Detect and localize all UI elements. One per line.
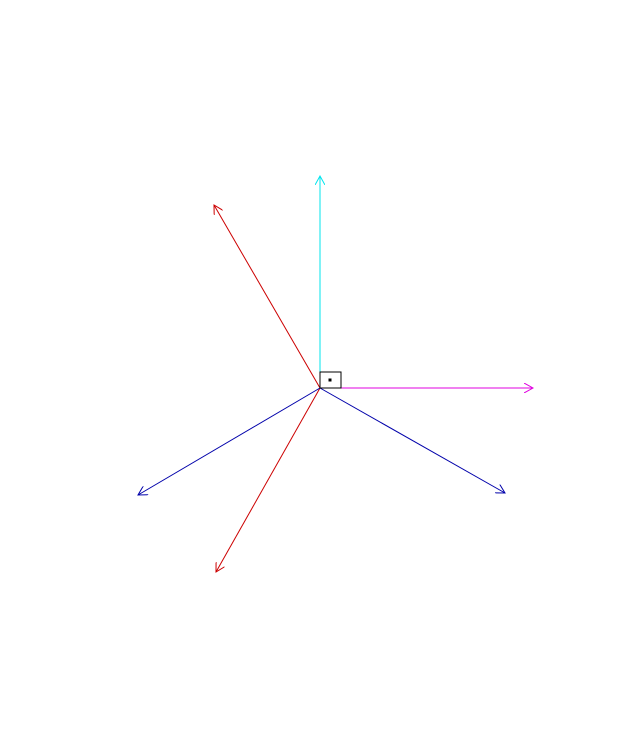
right-angle-box	[319, 371, 342, 389]
vector-blue-lower-right	[319, 387, 505, 493]
vector-red-upper-left	[214, 205, 321, 389]
vector-red-lower-left	[216, 387, 321, 572]
vector-blue-lower-left	[138, 387, 321, 495]
right-angle-dot	[328, 378, 332, 382]
vectors-group	[138, 176, 533, 572]
right-angle-marker	[319, 371, 342, 389]
